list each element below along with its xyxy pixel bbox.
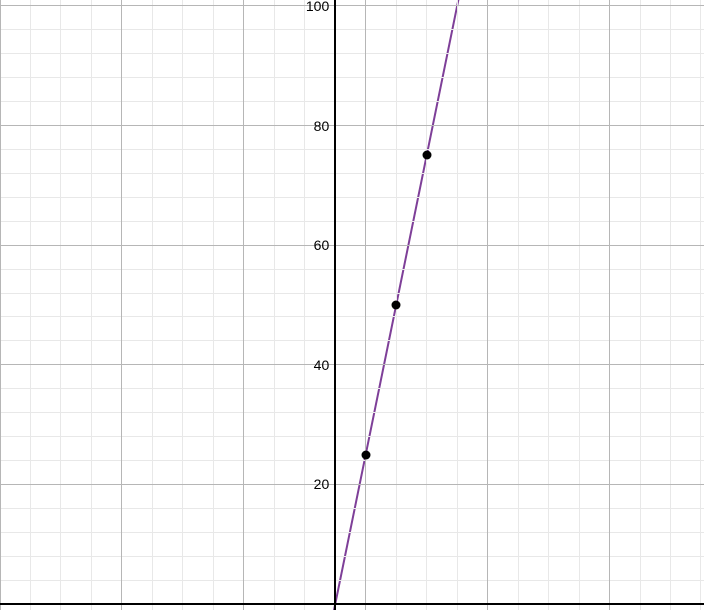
grid-v-minor [640, 0, 641, 610]
grid-h-minor [0, 101, 704, 102]
grid-h-minor [0, 53, 704, 54]
grid-v-minor [304, 0, 305, 610]
grid-h-minor [0, 340, 704, 341]
y-tick-label: 100 [306, 0, 329, 14]
grid-v-minor [60, 0, 61, 610]
grid-h-minor [0, 436, 704, 437]
coordinate-plot: 20 40 60 80 100 [0, 0, 704, 610]
grid-h-minor [0, 412, 704, 413]
grid-v-major [0, 0, 1, 610]
grid-v-minor [670, 0, 671, 610]
grid-v-minor [579, 0, 580, 610]
grid-h-minor [0, 149, 704, 150]
grid-v-major [243, 0, 244, 610]
y-tick-label: 20 [314, 476, 330, 492]
y-axis [334, 0, 336, 610]
grid-h-minor [0, 221, 704, 222]
grid-h-minor [0, 388, 704, 389]
grid-v-minor [182, 0, 183, 610]
grid-v-minor [518, 0, 519, 610]
y-tick-label: 60 [314, 237, 330, 253]
grid-v-major [609, 0, 610, 610]
grid-h-minor [0, 508, 704, 509]
grid-h-minor [0, 173, 704, 174]
grid-v-minor [548, 0, 549, 610]
grid-v-minor [457, 0, 458, 610]
data-point [392, 301, 401, 310]
grid-h-major [0, 5, 704, 6]
grid-h-minor [0, 532, 704, 533]
grid-v-minor [426, 0, 427, 610]
y-tick-label: 80 [314, 118, 330, 134]
x-axis [0, 603, 704, 605]
grid-v-major [121, 0, 122, 610]
y-tick-label: 40 [314, 357, 330, 373]
data-point [422, 151, 431, 160]
grid-v-minor [700, 0, 701, 610]
grid-v-minor [274, 0, 275, 610]
grid-h-minor [0, 77, 704, 78]
data-point [361, 450, 370, 459]
grid-h-major [0, 484, 704, 485]
grid-h-major [0, 245, 704, 246]
grid-h-minor [0, 460, 704, 461]
grid-v-minor [30, 0, 31, 610]
grid-h-major [0, 364, 704, 365]
grid-v-minor [152, 0, 153, 610]
grid-v-minor [213, 0, 214, 610]
grid-v-major [487, 0, 488, 610]
grid-h-minor [0, 293, 704, 294]
line-layer [0, 0, 704, 610]
grid-v-minor [91, 0, 92, 610]
grid-h-minor [0, 29, 704, 30]
grid-h-major [0, 125, 704, 126]
grid-h-minor [0, 269, 704, 270]
grid-v-major [365, 0, 366, 610]
grid-h-minor [0, 556, 704, 557]
grid-h-minor [0, 316, 704, 317]
grid-h-minor [0, 580, 704, 581]
grid-h-minor [0, 197, 704, 198]
